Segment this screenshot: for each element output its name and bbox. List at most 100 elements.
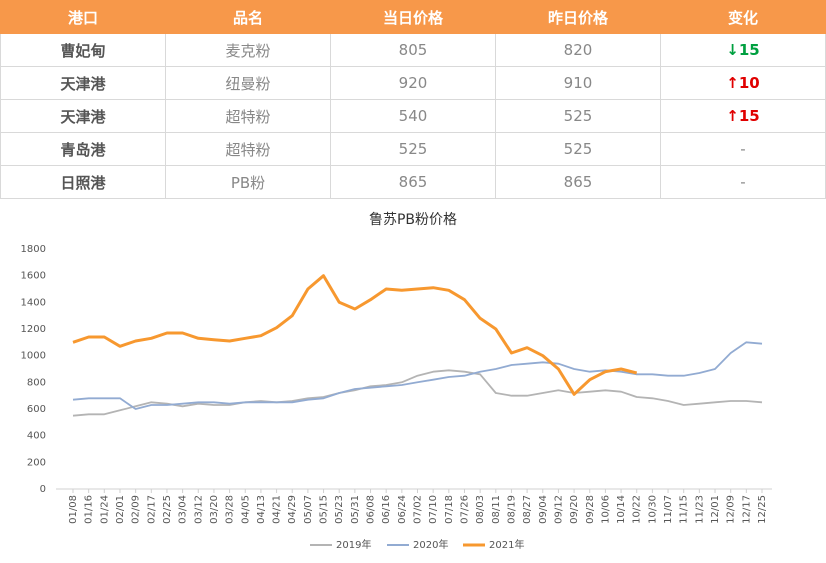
table-cell: 超特粉: [165, 99, 331, 133]
y-tick-label: 0: [40, 484, 46, 495]
x-tick-label: 05/15: [319, 495, 330, 524]
table-cell: 910: [495, 66, 661, 100]
x-tick-label: 06/16: [381, 495, 392, 524]
x-tick-label: 09/28: [585, 495, 596, 524]
x-tick-label: 03/12: [193, 495, 204, 524]
x-tick-label: 12/17: [741, 495, 752, 524]
y-tick-label: 1400: [21, 297, 46, 308]
table-cell: 青岛港: [0, 132, 166, 166]
table-cell: PB粉: [165, 165, 331, 199]
y-tick-label: 400: [27, 431, 46, 442]
y-tick-label: 1600: [21, 271, 46, 282]
y-tick-label: 200: [27, 457, 46, 468]
x-tick-label: 07/10: [428, 495, 439, 524]
header-cell: 品名: [165, 0, 331, 34]
x-tick-label: 06/24: [397, 495, 408, 524]
table-cell: 820: [495, 33, 661, 67]
header-cell: 当日价格: [330, 0, 496, 34]
table-row: 天津港 超特粉 540 525 ↑15: [0, 99, 826, 133]
table-row: 曹妃甸 麦克粉 805 820 ↓15: [0, 33, 826, 67]
x-tick-label: 01/08: [68, 495, 79, 524]
y-tick-label: 1200: [21, 324, 46, 335]
table-cell: 日照港: [0, 165, 166, 199]
table-cell: 曹妃甸: [0, 33, 166, 67]
x-tick-label: 06/08: [366, 495, 377, 524]
line-series: [72, 274, 638, 396]
header-row: 港口 品名 当日价格 昨日价格 变化: [0, 0, 826, 34]
x-tick-label: 07/18: [444, 495, 455, 524]
x-tick-label: 12/01: [710, 495, 721, 524]
line-series: [72, 341, 763, 410]
x-tick-label: 12/09: [726, 495, 737, 524]
x-tick-label: 09/12: [553, 495, 564, 524]
x-tick-label: 05/31: [350, 495, 361, 524]
table-cell: 540: [330, 99, 496, 133]
x-tick-label: 03/04: [178, 495, 189, 524]
legend-label: 2021年: [489, 538, 524, 551]
x-tick-label: 12/25: [757, 495, 768, 524]
table-cell: 天津港: [0, 66, 166, 100]
x-tick-label: 08/27: [522, 495, 533, 524]
chart: 鲁苏PB粉价格 0 200 400 600 800 1000 1200 1400 1600 180…: [21, 212, 772, 551]
table-cell: ↑15: [660, 99, 826, 133]
table-cell: 超特粉: [165, 132, 331, 166]
x-tick-label: 10/22: [632, 495, 643, 524]
table-cell: 天津港: [0, 99, 166, 133]
y-tick-label: 600: [27, 404, 46, 415]
header-cell: 港口: [0, 0, 166, 34]
table-cell: 805: [330, 33, 496, 67]
price-table: 港口 品名 当日价格 昨日价格 变化 曹妃甸 麦克粉 805 820 ↓15 天津港 纽曼粉 920 91…: [0, 0, 826, 199]
x-tick-label: 05/07: [303, 495, 314, 524]
x-tick-label: 03/28: [225, 495, 236, 524]
x-tick-label: 09/04: [538, 495, 549, 524]
chart-title: 鲁苏PB粉价格: [369, 212, 457, 228]
x-tick-label: 01/16: [84, 495, 95, 524]
table-cell: 865: [495, 165, 661, 199]
table-cell: 525: [330, 132, 496, 166]
table-cell: 525: [495, 132, 661, 166]
x-tick-label: 04/29: [287, 495, 298, 524]
y-tick-label: 1800: [21, 244, 46, 255]
x-tick-label: 11/15: [679, 495, 690, 524]
table-cell: 纽曼粉: [165, 66, 331, 100]
table-cell: ↓15: [660, 33, 826, 67]
table-cell: -: [660, 165, 826, 199]
x-tick-label: 08/03: [475, 495, 486, 524]
x-tick-label: 02/09: [131, 495, 142, 524]
header-cell: 变化: [660, 0, 826, 34]
x-tick-label: 09/20: [569, 495, 580, 524]
x-tick-label: 07/02: [413, 495, 424, 524]
x-tick-label: 10/06: [600, 495, 611, 524]
x-tick-label: 04/21: [272, 495, 283, 524]
table-row: 日照港 PB粉 865 865-: [0, 165, 826, 199]
x-tick-label: 02/01: [115, 495, 126, 524]
x-tick-label: 11/07: [663, 495, 674, 524]
x-tick-label: 10/14: [616, 495, 627, 524]
table-cell: ↑10: [660, 66, 826, 100]
y-tick-label: 800: [27, 377, 46, 388]
x-tick-label: 04/13: [256, 495, 267, 524]
x-tick-label: 08/11: [491, 495, 502, 524]
line-series: [72, 369, 763, 417]
y-tick-label: 1000: [21, 351, 46, 362]
x-tick-label: 03/20: [209, 495, 220, 524]
table-row: 青岛港 超特粉 525 525-: [0, 132, 826, 166]
x-tick-label: 08/19: [506, 495, 517, 524]
table-cell: -: [660, 132, 826, 166]
x-tick-label: 10/30: [647, 495, 658, 524]
legend-label: 2020年: [413, 538, 448, 551]
table-cell: 920: [330, 66, 496, 100]
x-tick-label: 05/23: [334, 495, 345, 524]
table-cell: 麦克粉: [165, 33, 331, 67]
table-cell: 865: [330, 165, 496, 199]
legend-label: 2019年: [336, 538, 371, 551]
table-row: 天津港 纽曼粉 920 910 ↑10: [0, 66, 826, 100]
x-tick-label: 01/24: [99, 495, 110, 524]
header-cell: 昨日价格: [495, 0, 661, 34]
x-tick-label: 02/25: [162, 495, 173, 524]
x-tick-label: 07/26: [459, 495, 470, 524]
x-tick-label: 11/23: [694, 495, 705, 524]
x-tick-label: 04/05: [240, 495, 251, 524]
table-cell: 525: [495, 99, 661, 133]
